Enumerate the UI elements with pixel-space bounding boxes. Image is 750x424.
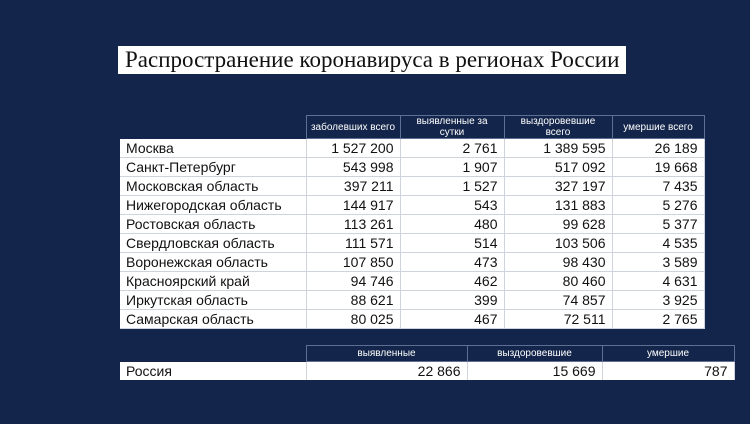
recovered-value: 98 430 xyxy=(504,252,613,272)
total-cases-value: 543 998 xyxy=(306,157,401,177)
table-row: Нижегородская область 144 917 543 131 883 5 … xyxy=(120,195,705,215)
recovered-value: 15 669 xyxy=(467,361,603,380)
region-name: Санкт-Петербург xyxy=(120,157,307,177)
region-name: Иркутская область xyxy=(120,290,307,310)
region-name: Свердловская область xyxy=(120,233,307,253)
region-name: Нижегородская область xyxy=(120,195,307,215)
region-name: Самарская область xyxy=(120,309,307,329)
total-cases-value: 94 746 xyxy=(306,271,401,291)
table-row: Московская область 397 211 1 527 327 197 7 4… xyxy=(120,176,705,196)
recovered-value: 74 857 xyxy=(504,290,613,310)
deaths-value: 26 189 xyxy=(612,138,705,158)
header-total-cases: заболевших всего xyxy=(305,115,401,139)
recovered-value: 99 628 xyxy=(504,214,613,234)
new-cases-value: 1 527 xyxy=(400,176,505,196)
table-row: Санкт-Петербург 543 998 1 907 517 092 19 668 xyxy=(120,157,705,177)
header-detected: выявленные xyxy=(305,345,468,362)
page-title: Распространение коронавируса в регионах … xyxy=(118,46,627,74)
header-recovered: выздоровевшие всего xyxy=(503,115,613,139)
regions-table: заболевших всего выявленные за сутки выз… xyxy=(120,115,705,329)
table-row: Москва 1 527 200 2 761 1 389 595 26 189 xyxy=(120,138,705,158)
recovered-value: 103 506 xyxy=(504,233,613,253)
recovered-value: 131 883 xyxy=(504,195,613,215)
new-cases-value: 462 xyxy=(400,271,505,291)
new-cases-value: 480 xyxy=(400,214,505,234)
russia-table: выявленные выздоровевшие умершие Россия … xyxy=(120,345,735,380)
recovered-value: 327 197 xyxy=(504,176,613,196)
new-cases-value: 399 xyxy=(400,290,505,310)
header-recovered: выздоровевшие xyxy=(466,345,603,362)
deaths-value: 3 589 xyxy=(612,252,705,272)
total-cases-value: 107 850 xyxy=(306,252,401,272)
header-new-cases: выявленные за сутки xyxy=(399,115,505,139)
region-name: Московская область xyxy=(120,176,307,196)
total-cases-value: 80 025 xyxy=(306,309,401,329)
table-row: Иркутская область 88 621 399 74 857 3 925 xyxy=(120,290,705,310)
country-name: Россия xyxy=(120,361,307,380)
deaths-value: 19 668 xyxy=(612,157,705,177)
detected-value: 22 866 xyxy=(306,361,468,380)
table-row: Россия 22 866 15 669 787 xyxy=(120,361,735,380)
new-cases-value: 543 xyxy=(400,195,505,215)
deaths-value: 5 276 xyxy=(612,195,705,215)
header-blank xyxy=(120,116,306,139)
new-cases-value: 467 xyxy=(400,309,505,329)
new-cases-value: 473 xyxy=(400,252,505,272)
recovered-value: 517 092 xyxy=(504,157,613,177)
new-cases-value: 514 xyxy=(400,233,505,253)
deaths-value: 5 377 xyxy=(612,214,705,234)
region-name: Ростовская область xyxy=(120,214,307,234)
total-cases-value: 88 621 xyxy=(306,290,401,310)
header-deaths: умершие всего xyxy=(611,115,705,139)
deaths-value: 4 631 xyxy=(612,271,705,291)
table-row: Свердловская область 111 571 514 103 506 4 5… xyxy=(120,233,705,253)
recovered-value: 72 511 xyxy=(504,309,613,329)
table-row: Ростовская область 113 261 480 99 628 5 377 xyxy=(120,214,705,234)
new-cases-value: 2 761 xyxy=(400,138,505,158)
total-cases-value: 111 571 xyxy=(306,233,401,253)
region-name: Москва xyxy=(120,138,307,158)
recovered-value: 80 460 xyxy=(504,271,613,291)
total-cases-value: 397 211 xyxy=(306,176,401,196)
table-row: Воронежская область 107 850 473 98 430 3 589 xyxy=(120,252,705,272)
regions-table-header: заболевших всего выявленные за сутки выз… xyxy=(120,115,705,139)
total-cases-value: 144 917 xyxy=(306,195,401,215)
deaths-value: 4 535 xyxy=(612,233,705,253)
header-blank xyxy=(120,346,306,362)
new-cases-value: 1 907 xyxy=(400,157,505,177)
total-cases-value: 113 261 xyxy=(306,214,401,234)
deaths-value: 7 435 xyxy=(612,176,705,196)
deaths-value: 787 xyxy=(602,361,735,380)
region-name: Красноярский край xyxy=(120,271,307,291)
recovered-value: 1 389 595 xyxy=(504,138,613,158)
region-name: Воронежская область xyxy=(120,252,307,272)
table-row: Красноярский край 94 746 462 80 460 4 631 xyxy=(120,271,705,291)
header-deaths: умершие xyxy=(601,345,735,362)
table-row: Самарская область 80 025 467 72 511 2 765 xyxy=(120,309,705,329)
total-cases-value: 1 527 200 xyxy=(306,138,401,158)
russia-table-header: выявленные выздоровевшие умершие xyxy=(120,345,735,362)
deaths-value: 2 765 xyxy=(612,309,705,329)
deaths-value: 3 925 xyxy=(612,290,705,310)
